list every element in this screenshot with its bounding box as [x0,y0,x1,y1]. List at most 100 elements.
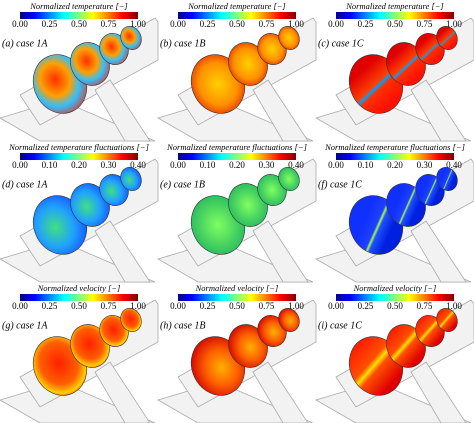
colorbar-tick: 0.10 [200,160,216,170]
colorbar-title: Normalized temperature fluctuations [−] [166,142,307,152]
colorbar-tick: 0.40 [446,160,462,170]
strut [252,361,309,423]
colorbar-tick: 0.00 [328,19,344,29]
panel-label: (b) case 1B [160,38,206,49]
colorbar-tick: 0.00 [170,19,186,29]
panel: Normalized temperature [−]0.00 0.25 0.50 0.… [0,1,159,142]
colorbar [20,12,138,19]
colorbar-tick: 0.75 [259,19,275,29]
colorbar-tick: 0.50 [71,301,87,311]
colorbar-tick: 0.25 [358,301,374,311]
panel-label: (c) case 1C [318,38,364,49]
colorbar-tick: 1.00 [446,19,462,29]
panel: Normalized velocity [−] 0.00 0.25 0.50 0.75 1… [0,283,159,423]
colorbar-tick: 0.75 [101,301,117,311]
colorbar-tick: 0.00 [328,160,344,170]
colorbar-tick: 0.50 [71,19,87,29]
colorbar-title: Normalized velocity [−] [195,283,279,293]
colorbar-tick: 0.75 [259,301,275,311]
colorbar-tick: 0.30 [101,160,117,170]
strut [410,361,467,423]
colorbar-tick: 0.20 [71,160,87,170]
section [120,308,142,332]
colorbar-tick: 0.75 [101,19,117,29]
colorbar-tick: 0.40 [288,160,304,170]
strut [94,361,151,423]
colorbar-tick: 1.00 [130,19,146,29]
colorbar-tick: 0.00 [170,160,186,170]
colorbar-tick: 0.10 [42,160,58,170]
colorbar-tick: 0.50 [387,19,403,29]
colorbar-tick: 0.25 [42,301,58,311]
section [436,26,458,50]
colorbar-tick: 0.50 [229,19,245,29]
colorbar-tick: 0.00 [12,160,28,170]
strut [94,220,151,283]
colorbar-tick: 0.75 [417,301,433,311]
strut [94,79,151,142]
colorbar-tick: 0.25 [358,19,374,29]
section [120,167,142,191]
section [120,26,142,50]
panel-label: (f) case 1C [318,179,362,190]
colorbar [20,153,138,160]
colorbar-tick: 0.30 [259,160,275,170]
colorbar-title: Normalized velocity [−] [353,283,437,293]
colorbar-tick: 0.00 [12,19,28,29]
colorbar-tick: 1.00 [288,301,304,311]
colorbar-tick: 0.25 [200,301,216,311]
colorbar-tick: 0.50 [387,301,403,311]
colorbar-tick: 0.40 [130,160,146,170]
panel-label: (g) case 1A [2,320,48,331]
colorbar-tick: 1.00 [130,301,146,311]
colorbar-tick: 0.75 [417,19,433,29]
colorbar [178,153,296,160]
colorbar-tick: 0.10 [358,160,374,170]
colorbar-tick: 1.00 [288,19,304,29]
colorbar-title: Normalized temperature fluctuations [−] [8,142,149,152]
panel-label: (a) case 1A [2,38,48,49]
strut [252,220,309,283]
colorbar [20,294,138,301]
colorbar-tick: 0.25 [42,19,58,29]
colorbar-title: Normalized temperature [−] [345,1,444,11]
panel: Normalized temperature fluctuations [−] 0… [156,142,317,283]
strut [252,79,309,142]
colorbar-tick: 0.25 [200,19,216,29]
strut [410,220,467,283]
panel: Normalized velocity [−] 0.00 0.25 0.50 0.75 1… [156,283,317,423]
colorbar [336,294,454,301]
panel: Normalized velocity [−] 0.00 0.25 0.50 0.75 1… [314,283,474,423]
colorbar [336,153,454,160]
panel: Normalized temperature [−]0.00 0.25 0.50 0.… [156,1,317,142]
section [278,308,300,332]
panel: Normalized temperature fluctuations [−] 0… [314,142,474,283]
colorbar-tick: 0.50 [229,301,245,311]
colorbar-title: Normalized temperature [−] [29,1,128,11]
colorbar-tick: 0.30 [417,160,433,170]
panel-label: (i) case 1C [318,320,362,331]
colorbar-tick: 0.20 [387,160,403,170]
colorbar-title: Normalized velocity [−] [37,283,121,293]
strut [410,79,467,142]
section [436,308,458,332]
colorbar-tick: 1.00 [446,301,462,311]
section [278,26,300,50]
panel: Normalized temperature fluctuations [−] 0… [0,142,159,283]
colorbar [336,12,454,19]
colorbar [178,12,296,19]
panel: Normalized temperature [−]0.00 0.25 0.50 0.… [314,1,474,142]
colorbar-tick: 0.00 [12,301,28,311]
colorbar-tick: 0.00 [170,301,186,311]
colorbar-title: Normalized temperature fluctuations [−] [324,142,465,152]
colorbar-tick: 0.00 [328,301,344,311]
panel-label: (e) case 1B [160,179,205,190]
colorbar-tick: 0.20 [229,160,245,170]
section [436,167,458,191]
colorbar [178,294,296,301]
panel-label: (h) case 1B [160,320,206,331]
colorbar-title: Normalized temperature [−] [187,1,286,11]
panel-label: (d) case 1A [2,179,48,190]
section [278,167,300,191]
